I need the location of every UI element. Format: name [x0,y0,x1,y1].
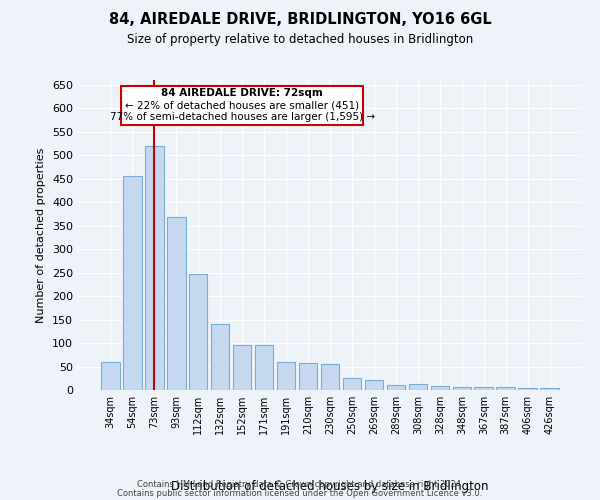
Bar [167,217,185,390]
Text: Distribution of detached houses by size in Bridlington: Distribution of detached houses by size … [171,480,489,493]
Bar [211,324,229,390]
Bar [386,386,405,390]
Text: Contains HM Land Registry data © Crown copyright and database right 2024.: Contains HM Land Registry data © Crown c… [137,480,463,489]
FancyBboxPatch shape [121,86,363,124]
Text: Contains public sector information licensed under the Open Government Licence v3: Contains public sector information licen… [118,489,482,498]
Bar [123,176,142,390]
Bar [518,388,537,390]
Bar [452,386,471,390]
Bar [101,362,119,390]
Text: 84 AIREDALE DRIVE: 72sqm: 84 AIREDALE DRIVE: 72sqm [161,88,323,99]
Text: ← 22% of detached houses are smaller (451): ← 22% of detached houses are smaller (45… [125,100,359,110]
Bar [431,386,449,390]
Bar [277,362,295,390]
Text: 77% of semi-detached houses are larger (1,595) →: 77% of semi-detached houses are larger (… [110,112,374,122]
Bar [343,378,361,390]
Bar [475,386,493,390]
Bar [255,346,274,390]
Bar [320,364,340,390]
Bar [365,380,383,390]
Bar [541,388,559,390]
Bar [145,146,164,390]
Bar [409,384,427,390]
Bar [233,346,251,390]
Bar [496,387,515,390]
Bar [189,274,208,390]
Text: Size of property relative to detached houses in Bridlington: Size of property relative to detached ho… [127,32,473,46]
Y-axis label: Number of detached properties: Number of detached properties [37,148,46,322]
Text: 84, AIREDALE DRIVE, BRIDLINGTON, YO16 6GL: 84, AIREDALE DRIVE, BRIDLINGTON, YO16 6G… [109,12,491,28]
Bar [299,363,317,390]
